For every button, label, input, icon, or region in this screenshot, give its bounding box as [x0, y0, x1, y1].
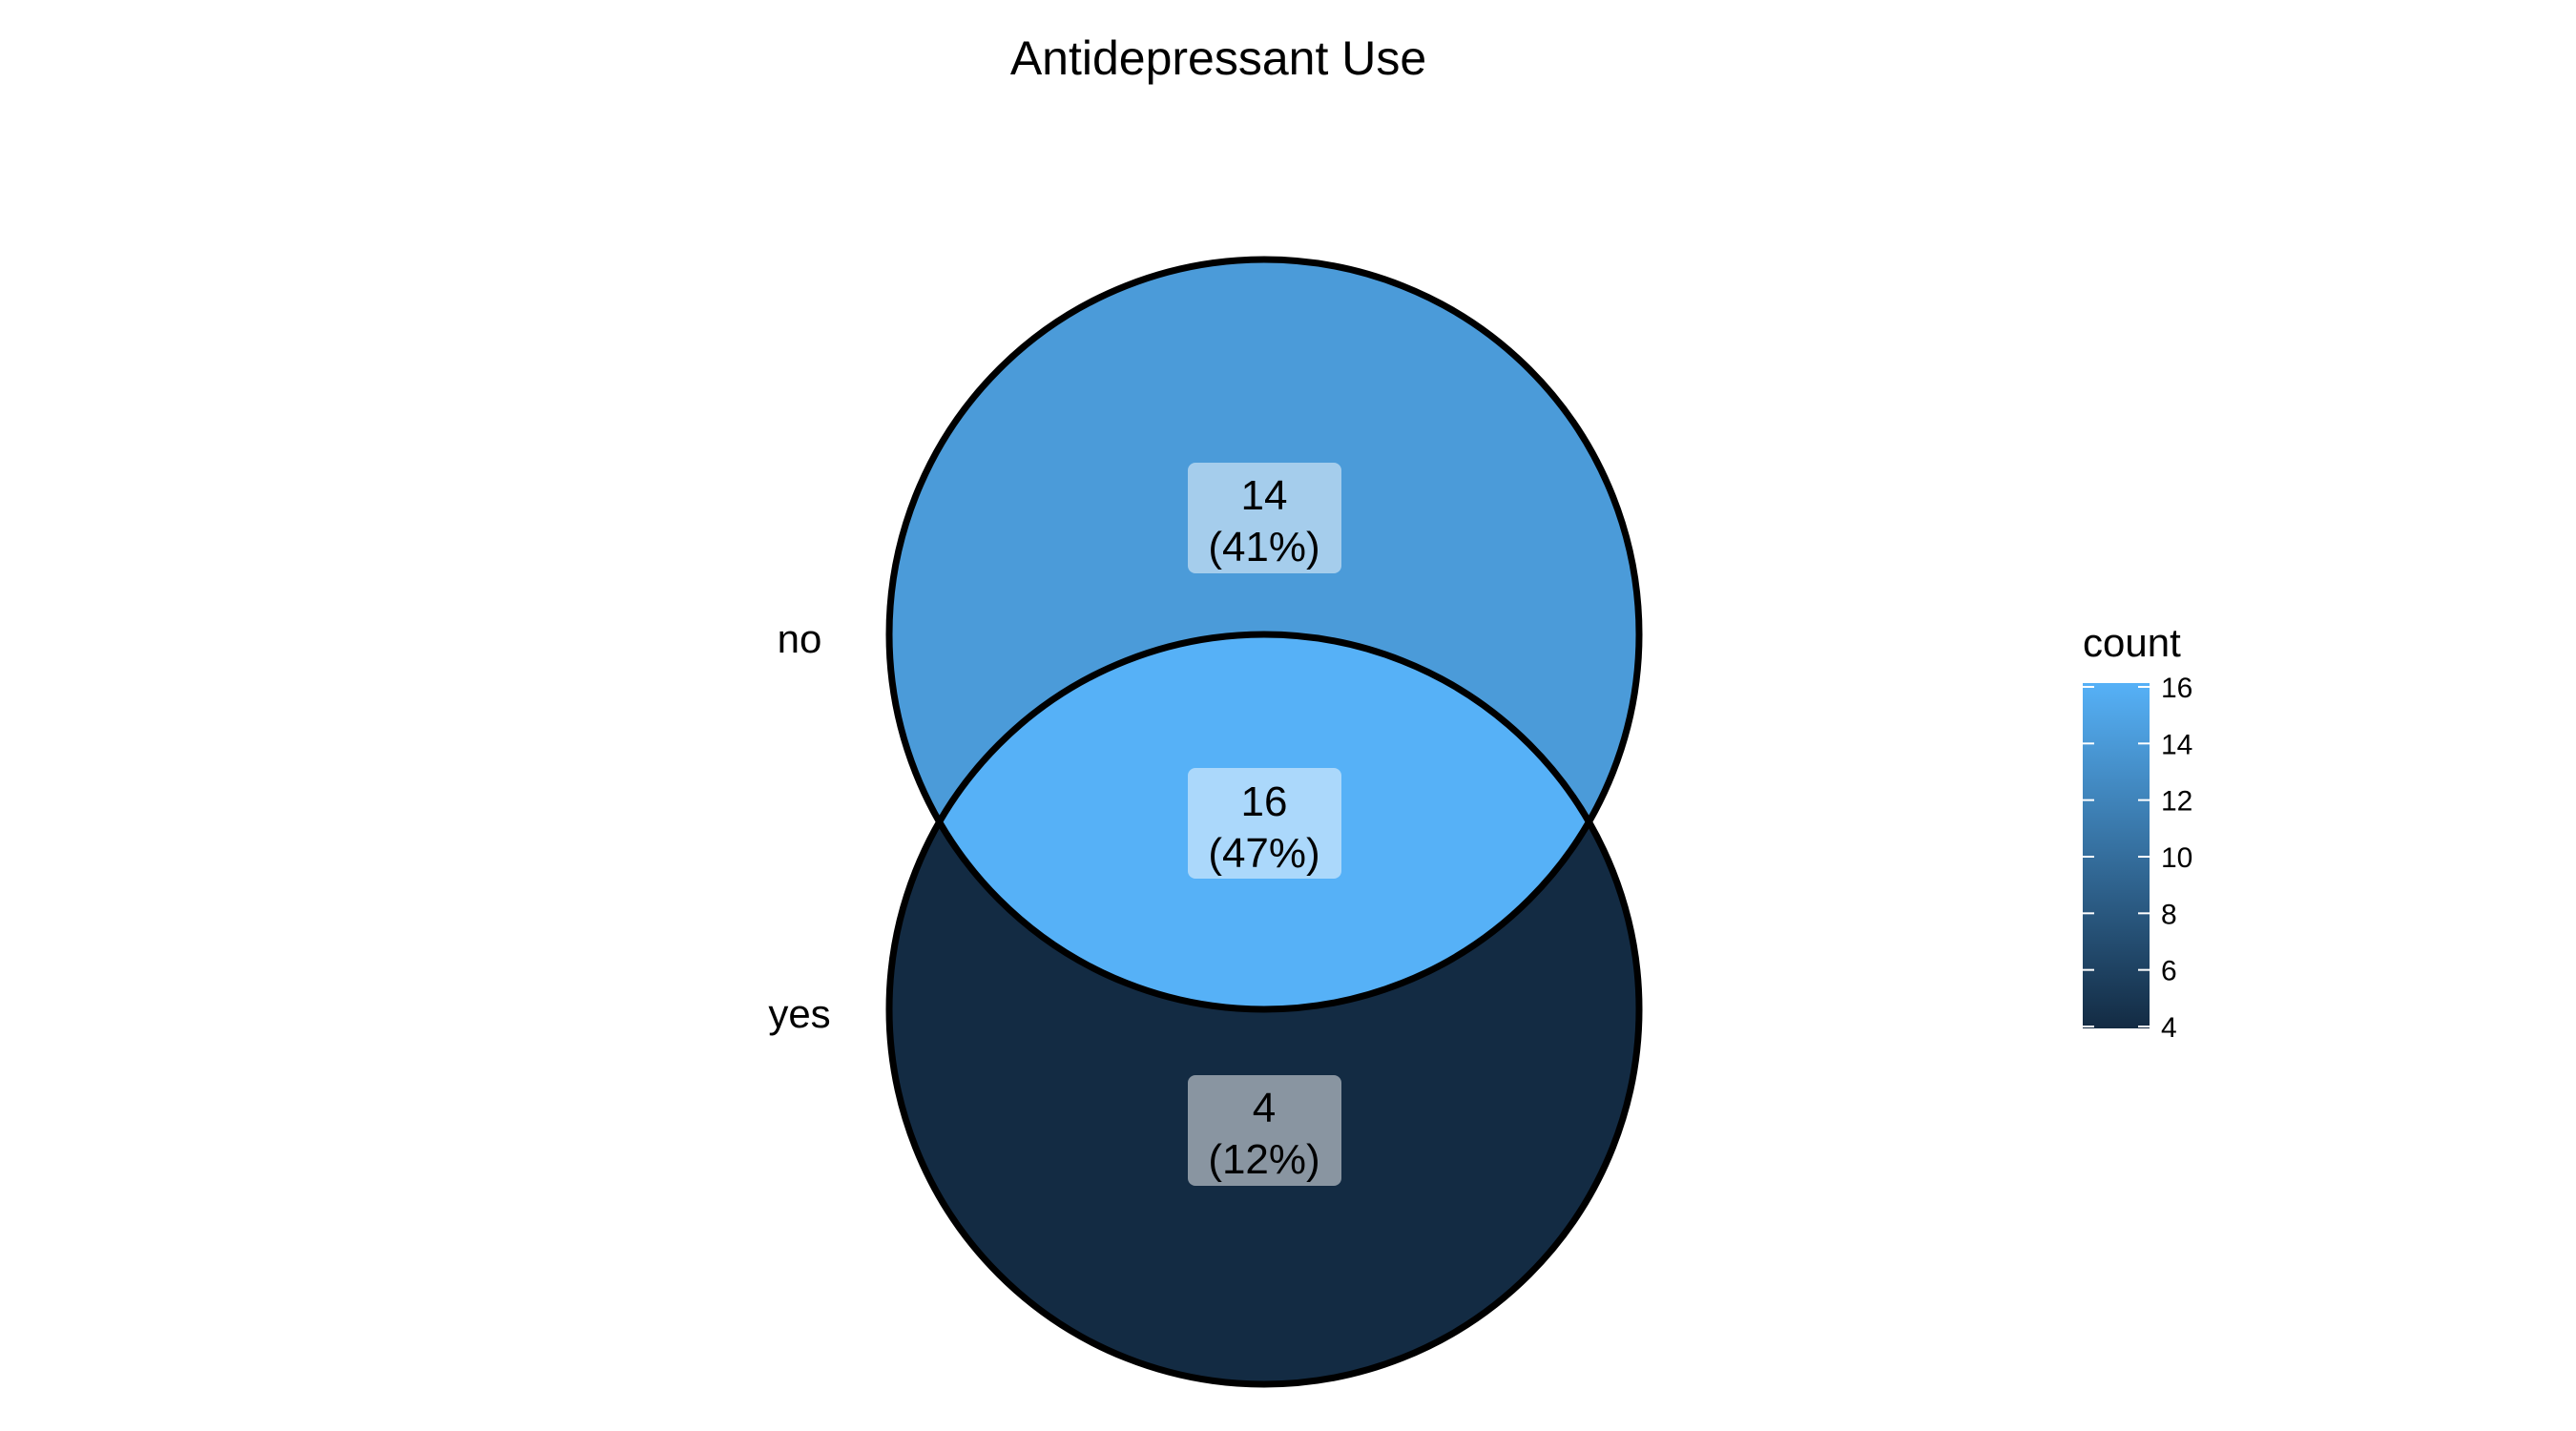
- region-count-yes-only: 4: [1253, 1085, 1276, 1131]
- region-label-intersection: 16 (47%): [1188, 768, 1341, 879]
- set-label-yes: yes: [768, 991, 830, 1036]
- chart-title: Antidepressant Use: [1010, 31, 1426, 85]
- region-percent-no-only: (41%): [1208, 524, 1319, 570]
- region-count-no-only: 14: [1241, 472, 1288, 519]
- set-no-outline: [885, 256, 1643, 1013]
- region-percent-yes-only: (12%): [1208, 1136, 1319, 1183]
- legend: count 4 6 8 10 12 14 16: [2083, 620, 2192, 1044]
- region-percent-intersection: (47%): [1208, 830, 1319, 877]
- legend-tick-label: 8: [2161, 899, 2177, 930]
- region-label-yes-only: 4 (12%): [1188, 1075, 1341, 1186]
- legend-tick-label: 14: [2161, 729, 2192, 760]
- region-count-intersection: 16: [1241, 778, 1288, 825]
- region-intersection: [889, 634, 1639, 1009]
- set-label-no: no: [778, 616, 822, 661]
- legend-tick-label: 12: [2161, 786, 2192, 818]
- legend-tick-label: 6: [2161, 956, 2177, 987]
- legend-tick-label: 10: [2161, 842, 2192, 874]
- set-yes-outline: [885, 631, 1643, 1388]
- legend-title: count: [2083, 620, 2181, 665]
- region-label-no-only: 14 (41%): [1188, 463, 1341, 573]
- legend-tick-label: 4: [2161, 1012, 2177, 1044]
- legend-tick-label: 16: [2161, 673, 2192, 704]
